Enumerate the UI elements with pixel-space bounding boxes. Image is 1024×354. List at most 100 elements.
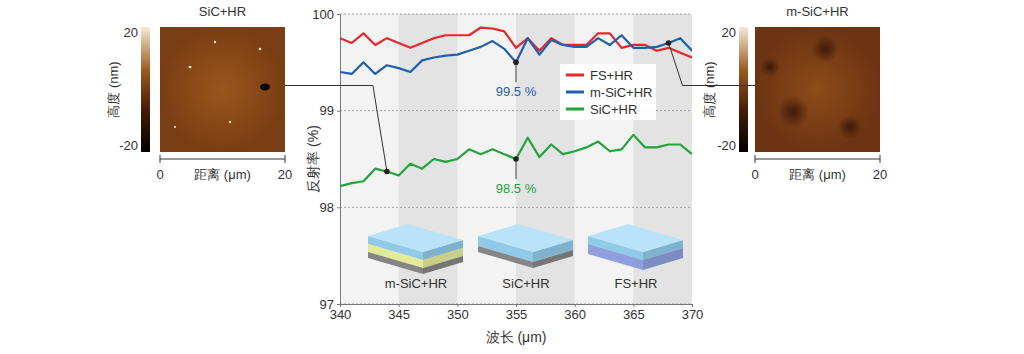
y-tick: 100 bbox=[312, 7, 340, 22]
x-tick-label: 345 bbox=[388, 307, 410, 322]
y-tick-mark bbox=[337, 304, 340, 305]
x-tick: 345 bbox=[388, 304, 410, 322]
x-axis: 340345350355360365370 bbox=[330, 304, 704, 322]
y-tick-label: 100 bbox=[312, 7, 334, 22]
x-tick-label: 350 bbox=[447, 307, 469, 322]
legend-swatch bbox=[566, 74, 584, 77]
x-tick-label: 360 bbox=[564, 307, 586, 322]
legend-label: m-SiC+HR bbox=[590, 85, 652, 100]
y-axis-title: 反射率 (%) bbox=[305, 125, 321, 193]
annotation-label: 99.5 % bbox=[496, 84, 537, 99]
colorbar-tick-label: -20 bbox=[717, 138, 736, 153]
legend-swatch bbox=[566, 91, 584, 94]
afm-feature bbox=[259, 48, 262, 51]
inset-x-tick bbox=[755, 155, 756, 163]
plot-background bbox=[340, 14, 692, 304]
afm-image bbox=[755, 27, 880, 152]
inset-title: m-SiC+HR bbox=[786, 4, 848, 19]
annotation-point bbox=[513, 60, 519, 66]
y-tick-label: 98 bbox=[320, 200, 334, 215]
colorbar-tick-label: 20 bbox=[124, 25, 138, 40]
afm-feature bbox=[229, 121, 231, 123]
grid bbox=[340, 14, 692, 304]
y-tick: 99 bbox=[320, 103, 340, 118]
x-tick-label: 365 bbox=[623, 307, 645, 322]
y-axis-line bbox=[340, 15, 341, 305]
annotation-leader bbox=[516, 159, 517, 179]
legend-box bbox=[560, 64, 656, 120]
schematic-label: m-SiC+HR bbox=[385, 276, 447, 291]
y-tick: 97 bbox=[320, 297, 340, 312]
inset-leader bbox=[285, 86, 387, 172]
x-tick: 360 bbox=[564, 304, 586, 322]
afm-image bbox=[160, 27, 285, 152]
series-lines bbox=[340, 28, 692, 187]
annotation-leader bbox=[516, 62, 517, 82]
y-tick-mark bbox=[337, 207, 340, 208]
inset-x-label: 距离 (μm) bbox=[789, 167, 846, 182]
inset-x-axis-line bbox=[160, 159, 285, 160]
afm-inset: SiC+HR20-20高度 (nm)020距离 (μm) bbox=[106, 4, 292, 182]
y-tick: 98 bbox=[320, 200, 340, 215]
inset-x-label: 距离 (μm) bbox=[194, 167, 251, 182]
y-tick-mark bbox=[337, 111, 340, 112]
inset-x-tick bbox=[880, 155, 881, 163]
afm-feature bbox=[174, 126, 176, 128]
colorbar bbox=[141, 27, 150, 152]
afm-feature bbox=[260, 84, 270, 91]
schematic: SiC+HR bbox=[478, 224, 573, 291]
afm-feature bbox=[189, 66, 192, 68]
x-tick: 355 bbox=[506, 304, 528, 322]
series-line bbox=[340, 135, 692, 186]
grid-line bbox=[340, 207, 692, 208]
schematic-label: SiC+HR bbox=[502, 276, 549, 291]
schematic: m-SiC+HR bbox=[368, 224, 463, 291]
layer-side bbox=[533, 250, 573, 268]
leader-point bbox=[384, 169, 390, 175]
x-tick: 370 bbox=[682, 304, 704, 322]
afm-inset: m-SiC+HR 20 -20 高度 (nm) 0 20 距离 (μm) bbox=[702, 4, 887, 182]
afm-feature bbox=[811, 35, 839, 63]
inset-x-axis-line bbox=[755, 159, 880, 160]
inset-title: SiC+HR bbox=[199, 4, 246, 19]
series-line bbox=[340, 28, 692, 58]
layer-top bbox=[588, 224, 683, 252]
y-tick-label: 97 bbox=[320, 297, 334, 312]
legend: FS+HR m-SiC+HR SiC+HR bbox=[560, 64, 656, 120]
x-tick: 350 bbox=[447, 304, 469, 322]
colorbar-label: 高度 (nm) bbox=[702, 61, 717, 117]
inset-x-tick-label: 0 bbox=[751, 167, 758, 182]
x-axis-title: 波长 (μm) bbox=[486, 329, 547, 345]
y-tick-mark bbox=[337, 14, 340, 15]
inset-x-tick bbox=[285, 155, 286, 163]
inset-x-tick-label: 0 bbox=[156, 167, 163, 182]
legend-label: FS+HR bbox=[590, 68, 633, 83]
x-tick: 365 bbox=[623, 304, 645, 322]
schematic: FS+HR bbox=[588, 224, 683, 291]
annotation-label: 98.5 % bbox=[496, 181, 537, 196]
legend-swatch bbox=[566, 108, 584, 111]
afm-feature bbox=[838, 115, 862, 139]
figure: m-SiC+HRSiC+HRFS+HR340345350355360365370… bbox=[0, 0, 1024, 354]
plot-area bbox=[340, 14, 692, 304]
inset-x-tick bbox=[160, 155, 161, 163]
afm-feature bbox=[214, 41, 216, 43]
colorbar-tick-label: -20 bbox=[119, 138, 138, 153]
schematics: m-SiC+HR SiC+HR FS+HR bbox=[368, 224, 683, 291]
x-tick-label: 355 bbox=[506, 307, 528, 322]
layer-top bbox=[368, 224, 463, 252]
inset-leader bbox=[669, 43, 755, 86]
layer-front bbox=[368, 252, 423, 274]
inset-x-tick-label: 20 bbox=[873, 167, 887, 182]
legend-label: SiC+HR bbox=[590, 102, 637, 117]
layer-side bbox=[423, 256, 463, 274]
layer-side bbox=[643, 248, 683, 270]
afm-feature bbox=[760, 57, 780, 77]
afm-feature bbox=[777, 96, 809, 128]
leader-point bbox=[666, 40, 672, 46]
annotations: 99.5 % 98.5 % bbox=[496, 60, 537, 196]
annotation-point bbox=[513, 156, 519, 162]
colorbar-tick-label: 20 bbox=[722, 25, 736, 40]
grid-line bbox=[340, 14, 692, 15]
x-tick-label: 370 bbox=[682, 307, 704, 322]
